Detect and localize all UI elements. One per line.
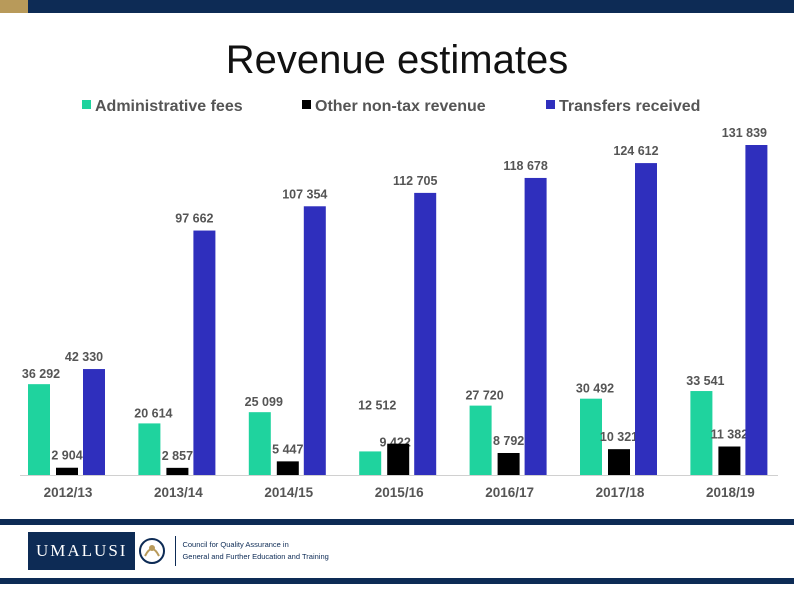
bar-1-4 [497, 452, 520, 475]
bar-0-5 [580, 398, 602, 475]
data-label-2-2: 107 354 [282, 187, 327, 201]
data-label-0-1: 20 614 [134, 406, 172, 420]
data-label-1-2: 5 447 [272, 442, 303, 456]
data-label-1-5: 10 321 [600, 430, 638, 444]
bar-1-2 [276, 461, 299, 475]
data-label-1-0: 2 904 [51, 449, 82, 463]
footer-band [0, 519, 794, 525]
data-label-2-1: 97 662 [175, 212, 213, 226]
logo-tagline-line1: Council for Quality Assurance in [182, 540, 289, 549]
category-label-6: 2018/19 [706, 485, 755, 500]
bar-2-5 [635, 163, 657, 475]
data-label-2-6: 131 839 [722, 126, 767, 140]
emblem-icon [135, 534, 169, 568]
data-label-2-5: 124 612 [613, 144, 658, 158]
legend-label-0: Administrative fees [95, 98, 243, 115]
umalusi-logo: UMALUSI Council for Quality Assurance in… [28, 532, 329, 570]
category-label-4: 2016/17 [485, 485, 534, 500]
logo-tagline: Council for Quality Assurance in General… [182, 539, 328, 563]
logo-divider [175, 536, 177, 566]
category-label-2: 2014/15 [264, 485, 313, 500]
data-label-0-5: 30 492 [576, 382, 614, 396]
data-label-1-4: 8 792 [493, 434, 524, 448]
bar-2-0 [83, 369, 105, 475]
logo-tagline-line2: General and Further Education and Traini… [182, 552, 329, 561]
bar-2-1 [193, 230, 216, 475]
bar-1-3 [387, 443, 410, 475]
slide-title: Revenue estimates [225, 38, 569, 82]
bar-0-4 [469, 405, 492, 475]
data-label-2-0: 42 330 [65, 350, 103, 364]
data-label-0-6: 33 541 [686, 374, 724, 388]
legend-label-2: Transfers received [559, 98, 700, 115]
bar-1-6 [718, 446, 741, 475]
data-label-2-4: 118 678 [503, 159, 548, 173]
data-label-1-6: 11 382 [711, 428, 749, 442]
bar-1-1 [166, 467, 189, 475]
data-label-0-0: 36 292 [22, 367, 60, 381]
bar-1-5 [608, 449, 630, 475]
bar-1-0 [56, 467, 78, 475]
category-label-1: 2013/14 [154, 485, 203, 500]
data-label-1-3: 12 512 [358, 399, 396, 413]
data-label-2-3: 112 705 [393, 174, 438, 188]
legend-label-1: Other non-tax revenue [315, 98, 486, 115]
bar-0-2 [248, 412, 271, 475]
logo-wordmark: UMALUSI [28, 532, 136, 570]
legend-swatch-1 [302, 100, 311, 109]
category-label-0: 2012/13 [44, 485, 93, 500]
data-label-0-4: 27 720 [465, 389, 503, 403]
top-accent [0, 0, 28, 13]
bar-0-6 [690, 391, 713, 475]
data-label-0-2: 25 099 [245, 395, 283, 409]
bar-2-4 [524, 177, 547, 475]
bar-0-3 [359, 451, 382, 475]
bar-0-0 [28, 384, 50, 475]
bar-2-3 [414, 192, 437, 475]
category-label-5: 2017/18 [596, 485, 645, 500]
bar-2-2 [303, 206, 326, 476]
bar-2-6 [745, 145, 768, 475]
bar-0-1 [138, 423, 161, 475]
legend-swatch-2 [546, 100, 555, 109]
top-bar [0, 0, 794, 13]
revenue-chart: Administrative fees Other non-tax revenue… [20, 98, 778, 500]
footer-band-bottom [0, 578, 794, 584]
category-label-3: 2015/16 [375, 485, 424, 500]
legend-swatch-0 [82, 100, 91, 109]
data-label-1-1: 2 857 [162, 449, 193, 463]
